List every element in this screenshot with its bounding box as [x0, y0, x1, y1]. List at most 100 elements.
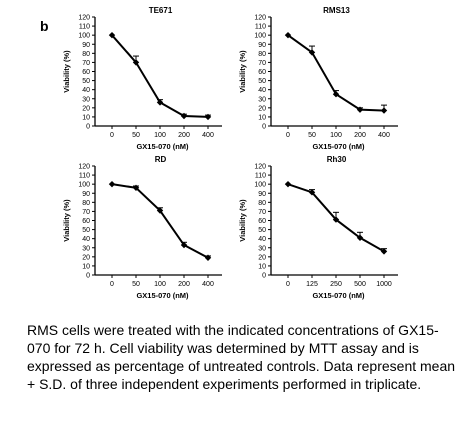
- x-tick-label: 50: [308, 132, 316, 139]
- chart-title: RD: [155, 155, 167, 164]
- data-point: [156, 99, 164, 106]
- y-tick-label: 20: [82, 105, 90, 112]
- data-point: [180, 112, 188, 120]
- y-tick-label: 30: [82, 245, 90, 252]
- x-tick-label: 0: [110, 281, 114, 288]
- chart-title: Rh30: [327, 155, 347, 164]
- y-tick-label: 30: [258, 245, 266, 252]
- data-point: [308, 189, 316, 196]
- x-axis-label: GX15-070 (nM): [136, 291, 189, 300]
- x-tick-label: 0: [286, 281, 290, 288]
- y-tick-label: 20: [82, 254, 90, 261]
- x-tick-label: 400: [378, 132, 390, 139]
- y-tick-label: 60: [82, 218, 90, 225]
- y-tick-label: 40: [82, 236, 90, 243]
- y-tick-label: 100: [78, 182, 90, 189]
- data-point: [380, 107, 388, 114]
- panel-letter: b: [40, 18, 49, 34]
- y-tick-label: 100: [254, 33, 266, 40]
- data-point: [356, 234, 364, 241]
- y-tick-label: 0: [262, 124, 266, 131]
- y-tick-label: 120: [254, 15, 266, 22]
- data-point: [332, 91, 340, 98]
- y-tick-label: 100: [78, 33, 90, 40]
- y-tick-label: 90: [82, 42, 90, 49]
- chart-title: TE671: [149, 6, 173, 15]
- y-tick-label: 70: [258, 60, 266, 67]
- x-tick-label: 100: [154, 132, 166, 139]
- x-tick-label: 200: [354, 132, 366, 139]
- data-point: [204, 113, 212, 121]
- y-tick-label: 10: [258, 114, 266, 121]
- y-tick-label: 80: [82, 51, 90, 58]
- y-axis-label: Viability (%): [62, 199, 71, 242]
- x-tick-label: 50: [132, 281, 140, 288]
- x-tick-label: 50: [132, 132, 140, 139]
- y-tick-label: 90: [258, 42, 266, 49]
- y-tick-label: 80: [82, 200, 90, 207]
- y-tick-label: 40: [82, 87, 90, 94]
- y-tick-label: 120: [78, 15, 90, 22]
- y-tick-label: 50: [258, 78, 266, 85]
- y-tick-label: 70: [258, 209, 266, 216]
- y-tick-label: 120: [254, 164, 266, 171]
- y-axis-label: Viability (%): [238, 199, 247, 242]
- y-tick-label: 110: [79, 173, 90, 180]
- y-tick-label: 80: [258, 51, 266, 58]
- y-tick-label: 60: [258, 218, 266, 225]
- y-tick-label: 110: [255, 24, 266, 31]
- x-axis-label: GX15-070 (nM): [312, 291, 365, 300]
- data-point: [284, 31, 292, 39]
- y-tick-label: 20: [258, 105, 266, 112]
- data-point: [156, 207, 164, 214]
- chart-title: RMS13: [323, 6, 350, 15]
- y-tick-label: 50: [258, 227, 266, 234]
- y-tick-label: 90: [258, 191, 266, 198]
- y-tick-label: 50: [82, 227, 90, 234]
- x-axis-label: GX15-070 (nM): [312, 142, 365, 151]
- y-tick-label: 120: [78, 164, 90, 171]
- y-tick-label: 10: [258, 263, 266, 270]
- x-tick-label: 100: [154, 281, 166, 288]
- x-tick-label: 0: [286, 132, 290, 139]
- data-point: [180, 241, 188, 249]
- chart-panel-rh30: Rh30 0 10 20 30 40 50 60 70 80 90 100 110 120 0 125 250 5…: [238, 155, 398, 300]
- y-tick-label: 100: [254, 182, 266, 189]
- data-point: [308, 49, 316, 56]
- y-tick-label: 70: [82, 60, 90, 67]
- x-tick-label: 0: [110, 132, 114, 139]
- x-tick-label: 100: [330, 132, 342, 139]
- y-tick-label: 40: [258, 87, 266, 94]
- chart-panel-rd: RD 0 10 20 30 40 50 60 70 80 90 100 110 120 0 50 100 200 4…: [62, 155, 222, 300]
- x-tick-label: 125: [306, 281, 318, 288]
- data-point: [108, 180, 116, 188]
- y-tick-label: 0: [262, 273, 266, 280]
- y-tick-label: 110: [79, 24, 90, 31]
- y-tick-label: 80: [258, 200, 266, 207]
- chart-panel-te671: TE671 0 10 20 30 40 50 60 70 80 90 100 110 120 0 50 100 2…: [62, 6, 222, 151]
- x-tick-label: 200: [178, 281, 190, 288]
- y-tick-label: 30: [82, 96, 90, 103]
- x-tick-label: 250: [330, 281, 342, 288]
- data-point: [132, 184, 140, 191]
- y-axis-label: Viability (%): [62, 50, 71, 93]
- data-point: [108, 31, 116, 39]
- x-tick-label: 200: [178, 132, 190, 139]
- series-line: [287, 34, 385, 112]
- x-axis-label: GX15-070 (nM): [136, 142, 189, 151]
- y-tick-label: 110: [255, 173, 266, 180]
- chart-panel-rms13: RMS13 0 10 20 30 40 50 60 70 80 90 100 110 120 0 50 100 2…: [238, 6, 398, 151]
- y-tick-label: 60: [258, 69, 266, 76]
- x-tick-label: 400: [202, 132, 214, 139]
- x-tick-label: 400: [202, 281, 214, 288]
- data-point: [132, 59, 140, 66]
- x-tick-label: 1000: [376, 281, 392, 288]
- y-tick-label: 30: [258, 96, 266, 103]
- data-point: [356, 106, 364, 113]
- y-tick-label: 0: [86, 273, 90, 280]
- y-tick-label: 60: [82, 69, 90, 76]
- series-line: [111, 183, 209, 259]
- data-point: [284, 180, 292, 188]
- y-tick-label: 10: [82, 114, 90, 121]
- figure-caption: RMS cells were treated with the indicate…: [27, 322, 456, 392]
